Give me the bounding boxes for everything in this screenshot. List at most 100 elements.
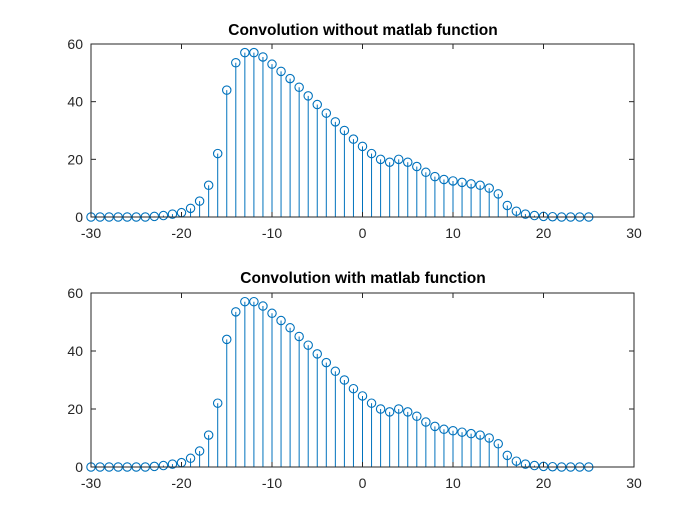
stem-marker (529, 210, 540, 221)
x-tick-label: -30 (81, 225, 101, 241)
stem-marker (366, 148, 377, 159)
stem-marker (240, 47, 250, 58)
y-tick-label: 20 (67, 401, 83, 417)
stem-marker (276, 315, 286, 326)
stem-marker (412, 161, 422, 172)
subplot-title: Convolution without matlab function (228, 22, 498, 39)
stem-marker (511, 456, 522, 466)
x-tick-label: -30 (81, 475, 101, 491)
stem-marker (185, 453, 196, 464)
axis-ticks: -30 -20 -10 0 10 20 30 0 20 40 60 (67, 36, 642, 241)
x-tick-label: -10 (262, 225, 282, 241)
y-tick-label: 40 (67, 94, 83, 110)
stem-marker (375, 404, 386, 414)
stem-marker (520, 209, 531, 219)
stem-marker (267, 308, 277, 319)
axis-ticks: -30 -20 -10 0 10 20 30 0 20 40 60 (67, 285, 642, 491)
stem-marker (466, 428, 476, 439)
stem-marker (393, 154, 404, 165)
stem-marker (448, 176, 458, 186)
stem-marker (249, 296, 259, 307)
stem-marker (330, 366, 341, 377)
y-tick-label: 60 (67, 36, 83, 52)
stem-marker (203, 180, 214, 191)
stem-marker (158, 210, 169, 221)
stem-marker (312, 349, 322, 359)
x-tick-label: 30 (626, 475, 642, 491)
stem-marker (375, 154, 386, 165)
stem-marker (502, 200, 513, 211)
stem-marker (294, 331, 304, 342)
stem-marker (529, 460, 540, 471)
stem-marker (231, 57, 241, 68)
stem-marker (158, 460, 169, 471)
x-tick-label: -20 (171, 475, 191, 491)
stem-marker (185, 203, 196, 214)
stem-marker (231, 307, 241, 317)
stem-series (86, 296, 594, 472)
stem-marker (466, 179, 476, 189)
x-tick-label: 30 (626, 225, 642, 241)
y-tick-label: 0 (75, 209, 83, 225)
stem-marker (484, 183, 494, 193)
stem-marker (212, 398, 223, 408)
x-tick-label: 20 (536, 225, 552, 241)
stem-marker (303, 91, 313, 101)
stem-marker (430, 171, 440, 182)
stem-marker (321, 108, 332, 118)
stem-marker (493, 189, 503, 199)
stem-marker (484, 433, 494, 443)
stem-marker (421, 417, 431, 427)
stem-marker (149, 461, 160, 472)
stem-marker (303, 340, 313, 350)
stem-marker (258, 301, 268, 311)
stem-marker (294, 82, 304, 93)
stem-marker (212, 148, 223, 159)
stem-marker (194, 446, 205, 456)
stem-marker (393, 404, 404, 414)
stem-marker (149, 211, 160, 222)
stem-marker (511, 206, 522, 216)
stem-marker (167, 209, 178, 219)
y-tick-label: 60 (67, 285, 83, 301)
stem-marker (402, 157, 413, 167)
stem-marker (439, 174, 449, 185)
stem-marker (439, 424, 449, 435)
stem-marker (330, 117, 341, 127)
x-tick-label: -10 (262, 475, 282, 491)
stem-marker (448, 425, 458, 436)
stem-marker (267, 59, 277, 69)
stem-marker (222, 334, 232, 345)
stem-marker (384, 407, 395, 417)
stem-marker (258, 52, 268, 62)
stem-marker (475, 180, 485, 191)
stem-marker (402, 407, 413, 417)
x-tick-label: 10 (445, 475, 461, 491)
subplot-top: Convolution without matlab function -30-… (67, 22, 642, 241)
stem-marker (475, 430, 485, 440)
stem-marker (194, 196, 205, 206)
stem-marker (285, 323, 295, 333)
stem-marker (384, 157, 395, 167)
stem-marker (222, 85, 232, 95)
stem-marker (312, 99, 322, 110)
stem-marker (421, 167, 431, 178)
stem-marker (412, 411, 422, 421)
stem-marker (502, 450, 513, 461)
x-tick-label: 0 (359, 475, 367, 491)
stem-marker (430, 421, 440, 432)
x-tick-label: 10 (445, 225, 461, 241)
stem-marker (249, 47, 259, 58)
stem-marker (339, 125, 350, 136)
stem-marker (457, 177, 467, 188)
stem-marker (285, 73, 295, 84)
subplot-title: Convolution with matlab function (240, 270, 485, 287)
x-tick-label: -20 (171, 225, 191, 241)
stem-marker (321, 357, 332, 368)
stem-marker (240, 296, 250, 307)
x-tick-label: 0 (359, 225, 367, 241)
x-tick-label: 20 (536, 475, 552, 491)
subplot-bottom: Convolution with matlab function -30 -20 -… (67, 270, 642, 491)
y-tick-label: 20 (67, 151, 83, 167)
